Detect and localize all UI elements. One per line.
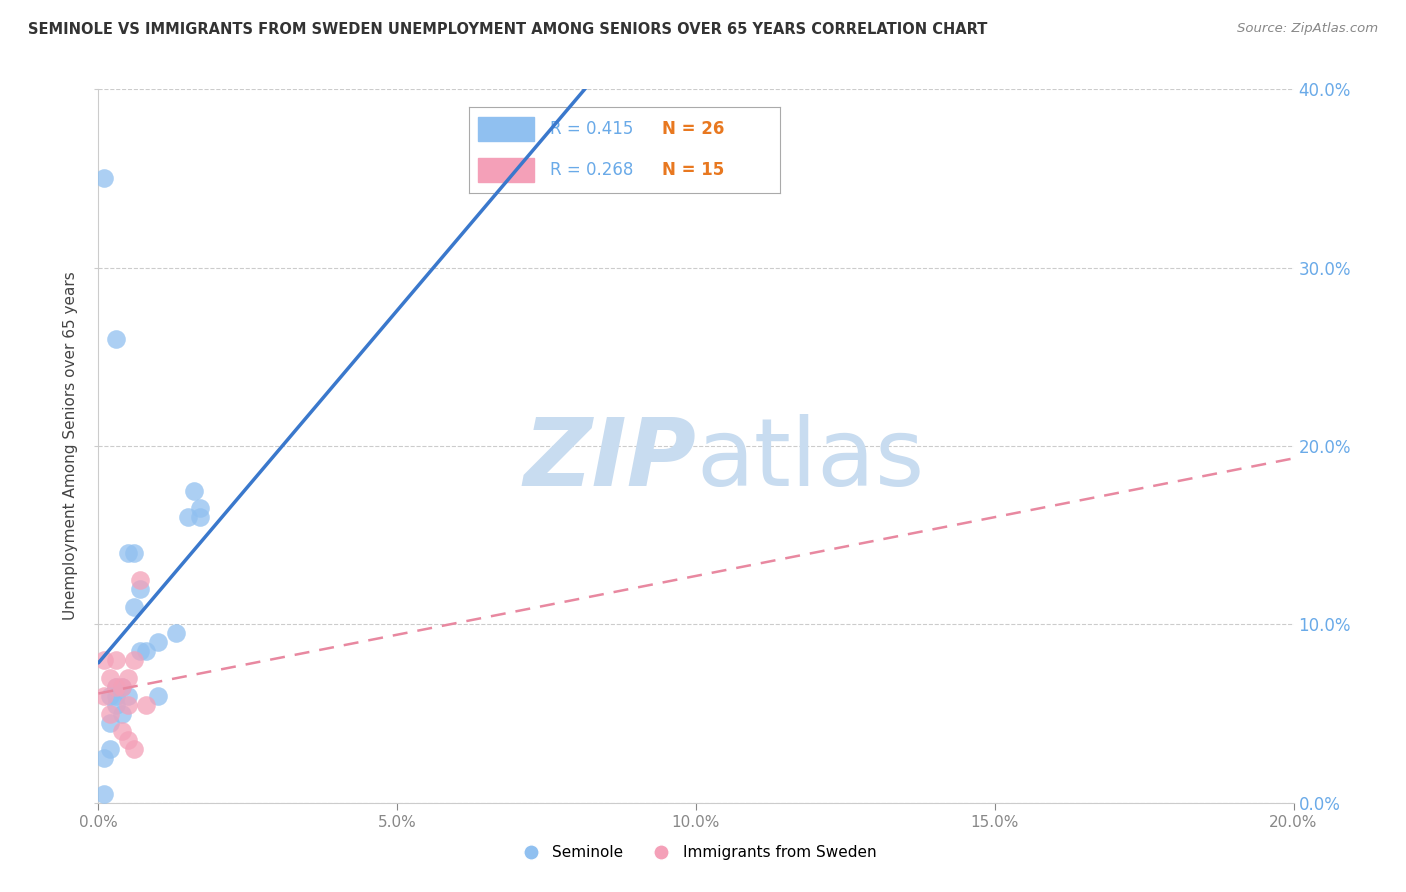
Y-axis label: Unemployment Among Seniors over 65 years: Unemployment Among Seniors over 65 years — [63, 272, 79, 620]
Point — [177, 510, 200, 524]
Point — [148, 689, 170, 703]
Point — [129, 582, 152, 596]
Point — [100, 689, 122, 703]
Text: SEMINOLE VS IMMIGRANTS FROM SWEDEN UNEMPLOYMENT AMONG SENIORS OVER 65 YEARS CORR: SEMINOLE VS IMMIGRANTS FROM SWEDEN UNEMP… — [28, 22, 987, 37]
Point — [93, 171, 115, 186]
Point — [93, 787, 115, 801]
Point — [117, 546, 139, 560]
Point — [117, 689, 139, 703]
Point — [124, 599, 146, 614]
Point — [93, 653, 115, 667]
Point — [105, 680, 128, 694]
Text: atlas: atlas — [696, 414, 924, 507]
Point — [105, 698, 128, 712]
Point — [93, 689, 115, 703]
Point — [105, 653, 128, 667]
Point — [165, 626, 187, 640]
Point — [124, 653, 146, 667]
Point — [105, 689, 128, 703]
Point — [93, 751, 115, 765]
Point — [111, 680, 134, 694]
Point — [105, 332, 128, 346]
Point — [135, 644, 157, 658]
Point — [100, 715, 122, 730]
Point — [148, 635, 170, 649]
Point — [100, 742, 122, 756]
Point — [188, 501, 211, 516]
Point — [105, 680, 128, 694]
Point — [117, 671, 139, 685]
Point — [183, 483, 205, 498]
Text: Source: ZipAtlas.com: Source: ZipAtlas.com — [1237, 22, 1378, 36]
Legend: Seminole, Immigrants from Sweden: Seminole, Immigrants from Sweden — [509, 839, 883, 866]
Point — [129, 644, 152, 658]
Point — [111, 680, 134, 694]
Point — [100, 706, 122, 721]
Point — [117, 698, 139, 712]
Point — [111, 724, 134, 739]
Point — [111, 706, 134, 721]
Point — [117, 733, 139, 747]
Point — [188, 510, 211, 524]
Point — [129, 573, 152, 587]
Point — [124, 742, 146, 756]
Point — [135, 698, 157, 712]
Point — [100, 671, 122, 685]
Point — [124, 546, 146, 560]
Text: ZIP: ZIP — [523, 414, 696, 507]
